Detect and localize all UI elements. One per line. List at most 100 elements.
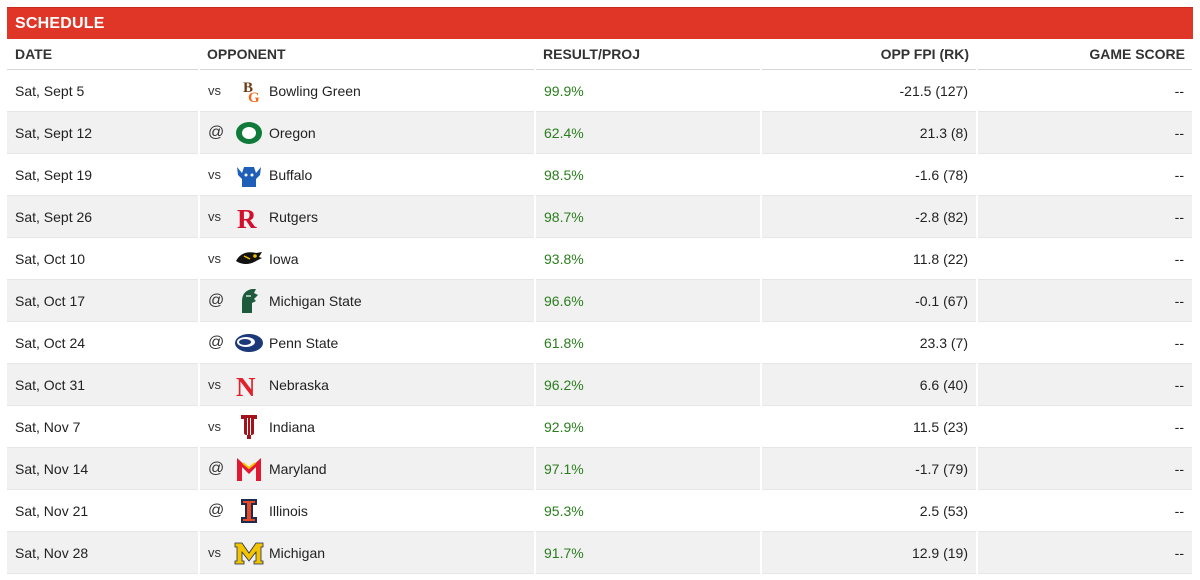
opponent-link[interactable]: Iowa (269, 250, 299, 267)
nebraska-logo[interactable]: N (234, 371, 264, 399)
opponent-fpi: -2.8 (82) (761, 195, 978, 238)
opponent-cell: vs Iowa (199, 237, 536, 280)
game-score: -- (977, 363, 1194, 406)
game-date: Sat, Nov 14 (7, 447, 200, 490)
table-row: Sat, Sept 26 vs R Rutgers 98.7% -2.8 (82) -- (7, 195, 1194, 238)
column-header-fpi: OPP FPI (RK) (761, 39, 977, 70)
column-header-opponent: OPPONENT (199, 39, 535, 70)
opponent-link[interactable]: Nebraska (269, 376, 329, 393)
game-score: -- (977, 111, 1194, 154)
table-row: Sat, Sept 5 vs B G Bowling Green 99.9% -21.5 (… (7, 69, 1194, 112)
game-date: Sat, Oct 17 (7, 279, 200, 322)
game-date: Sat, Nov 28 (7, 531, 200, 574)
opponent-fpi: -1.7 (79) (761, 447, 978, 490)
home-away-indicator: vs (208, 209, 221, 224)
opponent-fpi: -0.1 (67) (761, 279, 978, 322)
home-away-indicator: vs (208, 167, 221, 182)
header-row: DATE OPPONENT RESULT/PROJ OPP FPI (RK) G… (7, 39, 1193, 70)
opponent-link[interactable]: Michigan State (269, 292, 362, 309)
opponent-cell: vs B G Bowling Green (199, 69, 536, 112)
opponent-fpi: 23.3 (7) (761, 321, 978, 364)
rutgers-logo[interactable]: R (234, 203, 264, 231)
table-row: Sat, Nov 7 vs Indiana 92.9% 11.5 (23) -- (7, 405, 1194, 448)
opponent-cell: vs Michigan (199, 531, 536, 574)
penn-state-logo[interactable] (234, 329, 264, 357)
maryland-logo[interactable] (234, 455, 264, 483)
home-away-indicator: @ (208, 123, 225, 141)
opponent-link[interactable]: Rutgers (269, 208, 319, 225)
game-date: Sat, Sept 19 (7, 153, 200, 196)
game-score: -- (977, 405, 1194, 448)
home-away-indicator: vs (208, 83, 221, 98)
table-row: Sat, Oct 10 vs Iowa 93.8% 11.8 (22) -- (7, 237, 1194, 280)
opponent-fpi: 11.8 (22) (761, 237, 978, 280)
opponent-fpi: 6.6 (40) (761, 363, 978, 406)
indiana-logo[interactable] (234, 413, 264, 441)
table-row: Sat, Nov 14 @ Maryland 97.1% -1.7 (79) -- (7, 447, 1194, 490)
home-away-indicator: @ (208, 333, 225, 351)
schedule-panel: SCHEDULE DATE OPPONENT RESULT/PROJ OPP F… (7, 7, 1194, 574)
buffalo-logo[interactable] (234, 161, 264, 189)
game-date: Sat, Sept 26 (7, 195, 200, 238)
column-header-score: GAME SCORE (977, 39, 1193, 70)
opponent-fpi: 2.5 (53) (761, 489, 978, 532)
column-header-date: DATE (7, 39, 199, 70)
result-projection: 92.9% (535, 405, 762, 448)
opponent-cell: @ Maryland (199, 447, 536, 490)
game-score: -- (977, 279, 1194, 322)
iowa-logo[interactable] (234, 245, 264, 273)
opponent-link[interactable]: Buffalo (269, 166, 313, 183)
game-score: -- (977, 447, 1194, 490)
opponent-link[interactable]: Oregon (269, 124, 316, 141)
illinois-logo[interactable] (234, 497, 264, 525)
table-row: Sat, Sept 19 vs Buffalo 98.5% -1.6 (78) -- (7, 153, 1194, 196)
home-away-indicator: @ (208, 459, 225, 477)
opponent-fpi: -21.5 (127) (761, 69, 978, 112)
opponent-link[interactable]: Penn State (269, 334, 339, 351)
game-date: Sat, Nov 7 (7, 405, 200, 448)
table-row: Sat, Sept 12 @ Oregon 62.4% 21.3 (8) -- (7, 111, 1194, 154)
opponent-cell: vs N Nebraska (199, 363, 536, 406)
game-date: Sat, Sept 5 (7, 69, 200, 112)
opponent-cell: @ Oregon (199, 111, 536, 154)
game-date: Sat, Nov 21 (7, 489, 200, 532)
opponent-cell: vs R Rutgers (199, 195, 536, 238)
result-projection: 98.7% (535, 195, 762, 238)
home-away-indicator: vs (208, 377, 221, 392)
game-score: -- (977, 489, 1194, 532)
opponent-cell: @ Michigan State (199, 279, 536, 322)
opponent-link[interactable]: Michigan (269, 544, 326, 561)
opponent-fpi: 12.9 (19) (761, 531, 978, 574)
svg-text:B: B (243, 80, 253, 96)
result-projection: 95.3% (535, 489, 762, 532)
table-row: Sat, Nov 21 @ Illinois 95.3% 2.5 (53) -- (7, 489, 1194, 532)
opponent-fpi: -1.6 (78) (761, 153, 978, 196)
result-projection: 93.8% (535, 237, 762, 280)
result-projection: 62.4% (535, 111, 762, 154)
svg-text:N: N (236, 372, 256, 399)
result-projection: 96.6% (535, 279, 762, 322)
svg-text:R: R (237, 204, 257, 231)
game-date: Sat, Oct 31 (7, 363, 200, 406)
opponent-cell: vs Buffalo (199, 153, 536, 196)
michigan-logo[interactable] (234, 539, 264, 567)
game-date: Sat, Oct 24 (7, 321, 200, 364)
opponent-link[interactable]: Illinois (269, 502, 308, 519)
oregon-logo[interactable] (234, 119, 264, 147)
game-score: -- (977, 69, 1194, 112)
result-projection: 98.5% (535, 153, 762, 196)
table-row: Sat, Oct 31 vs N Nebraska 96.2% 6.6 (40) -- (7, 363, 1194, 406)
home-away-indicator: vs (208, 419, 221, 434)
game-score: -- (977, 237, 1194, 280)
game-score: -- (977, 195, 1194, 238)
michigan-state-logo[interactable] (234, 287, 264, 315)
result-projection: 96.2% (535, 363, 762, 406)
opponent-fpi: 11.5 (23) (761, 405, 978, 448)
game-score: -- (977, 153, 1194, 196)
opponent-link[interactable]: Maryland (269, 460, 327, 477)
opponent-link[interactable]: Indiana (269, 418, 315, 435)
column-header-result: RESULT/PROJ (535, 39, 761, 70)
game-score: -- (977, 321, 1194, 364)
opponent-link[interactable]: Bowling Green (269, 82, 361, 99)
